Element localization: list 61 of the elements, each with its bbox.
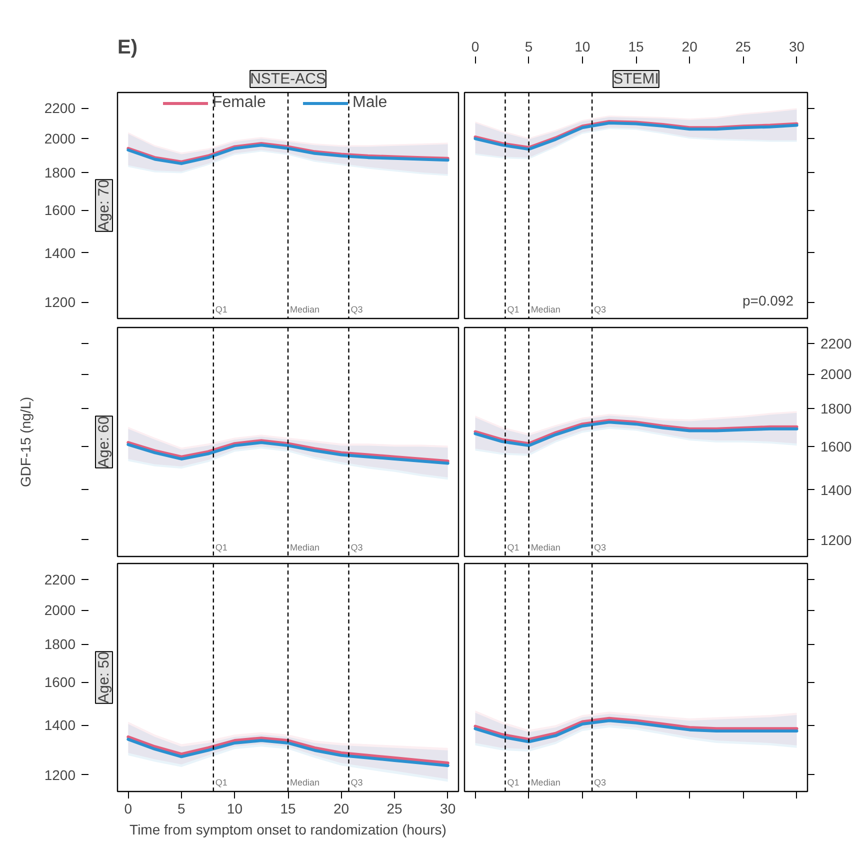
y-tick-label: 1200: [44, 766, 76, 783]
y-tick-label: 1400: [820, 482, 852, 498]
y-tick-label: 1400: [44, 244, 76, 261]
ref-line-label: Q1: [507, 304, 520, 314]
x-tick-label: 30: [440, 800, 456, 816]
ref-line-label: Median: [290, 304, 320, 314]
x-tick-label: 20: [333, 800, 350, 816]
y-tick-label: 1800: [820, 400, 852, 416]
annotation: p=0.092: [742, 292, 794, 308]
text: Age: 60: [96, 416, 112, 468]
y-tick-label: 1600: [44, 202, 76, 218]
ref-line-label: Q3: [350, 304, 363, 314]
ref-line-label: Q3: [350, 778, 363, 788]
y-tick-label: 2000: [820, 366, 852, 382]
x-axis-title: Time from symptom onset to randomization (hours): [130, 822, 446, 838]
x-tick-label: 25: [735, 38, 752, 54]
y-tick-label: 1600: [820, 438, 852, 455]
ref-line-label: Median: [290, 778, 320, 788]
y-tick-label: 1200: [820, 532, 852, 548]
y-tick-label: 1600: [44, 674, 76, 690]
y-tick-label: 2000: [44, 602, 76, 618]
ref-line-label: Median: [530, 542, 560, 552]
ref-line-label: Q1: [215, 778, 228, 788]
ref-line-label: Q3: [594, 304, 606, 314]
x-tick-label: 0: [471, 38, 480, 54]
text: E): [118, 36, 138, 58]
ref-line-label: Q1: [507, 778, 520, 788]
x-tick-label: 15: [280, 800, 296, 816]
x-tick-label: 5: [524, 38, 533, 54]
y-axis-title: GDF-15 (ng/L): [18, 396, 34, 488]
x-tick-label: 10: [574, 38, 590, 54]
x-tick-label: 25: [386, 800, 403, 816]
chart-title: NSTE-ACS: [250, 70, 326, 88]
legend-label: Male: [352, 94, 388, 112]
y-tick-label: 1800: [44, 636, 76, 652]
ref-line-label: Median: [530, 304, 560, 314]
y-tick-label: 2200: [820, 335, 852, 352]
x-tick-label: 30: [788, 38, 805, 54]
y-tick-label: 1800: [44, 164, 76, 180]
ref-line-label: Median: [530, 778, 560, 788]
text: Age: 70: [96, 180, 112, 232]
ref-line-label: Q3: [350, 542, 363, 552]
x-tick-label: 10: [226, 800, 243, 816]
x-tick-label: 0: [124, 800, 132, 816]
legend-label: Female: [212, 94, 267, 112]
x-tick-label: 20: [682, 38, 698, 54]
ref-line-label: Median: [290, 542, 320, 552]
y-tick-label: 1400: [44, 717, 76, 734]
x-tick-label: 5: [178, 800, 186, 816]
ref-line-label: Q1: [215, 542, 228, 552]
ref-line-label: Q1: [215, 304, 228, 314]
chart-title: STEMI: [613, 70, 659, 88]
y-tick-label: 1200: [44, 294, 76, 310]
y-tick-label: 2200: [44, 571, 76, 588]
ref-line-label: Q3: [594, 778, 606, 788]
y-tick-label: 2000: [44, 130, 76, 147]
text: Age: 50: [96, 652, 112, 704]
x-tick-label: 15: [628, 38, 644, 54]
y-tick-label: 2200: [44, 100, 76, 116]
ref-line-label: Q3: [594, 542, 606, 552]
ref-line-label: Q1: [507, 542, 520, 552]
